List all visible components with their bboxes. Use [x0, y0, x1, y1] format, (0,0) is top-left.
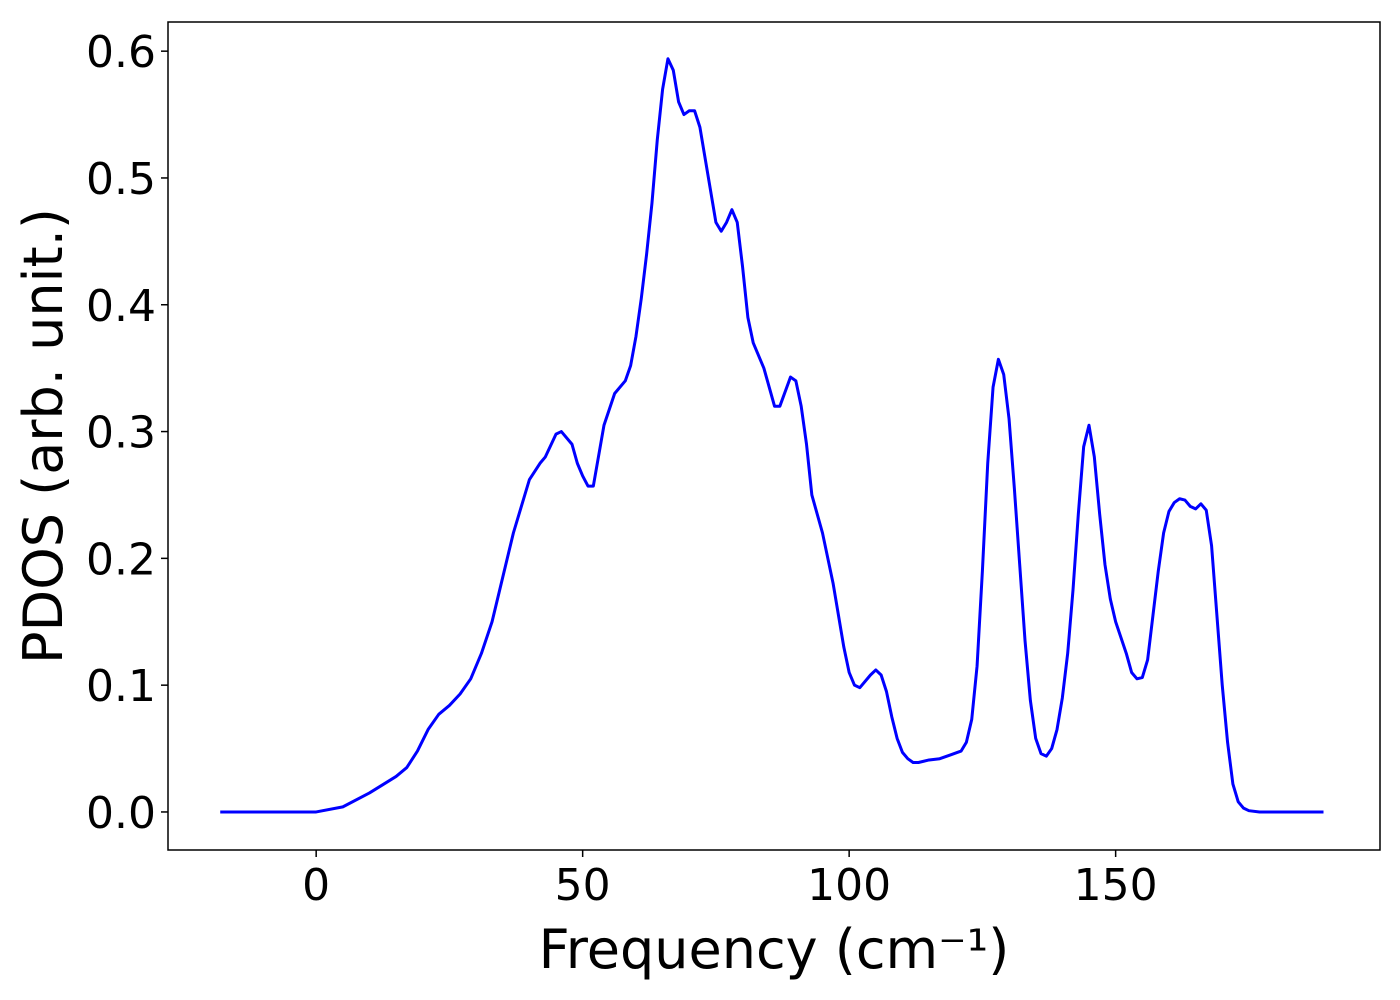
plot-frame — [167, 21, 1381, 851]
y-axis-label: PDOS (arb. unit.) — [12, 208, 75, 664]
y-tick-label: 0.5 — [86, 154, 156, 205]
x-tick-label: 0 — [302, 860, 330, 911]
x-axis-label: Frequency (cm⁻¹) — [539, 918, 1010, 981]
data-line — [220, 57, 1324, 814]
y-tick-label: 0.1 — [86, 661, 156, 712]
y-tick-label: 0.0 — [86, 788, 156, 839]
y-tick-label: 0.3 — [86, 408, 156, 459]
x-tick-label: 100 — [807, 860, 891, 911]
x-tick-label: 150 — [1074, 860, 1158, 911]
x-tick-label: 50 — [555, 860, 611, 911]
y-tick-label: 0.4 — [86, 281, 156, 332]
y-tick-label: 0.2 — [86, 534, 156, 585]
y-tick-label: 0.6 — [86, 27, 156, 78]
